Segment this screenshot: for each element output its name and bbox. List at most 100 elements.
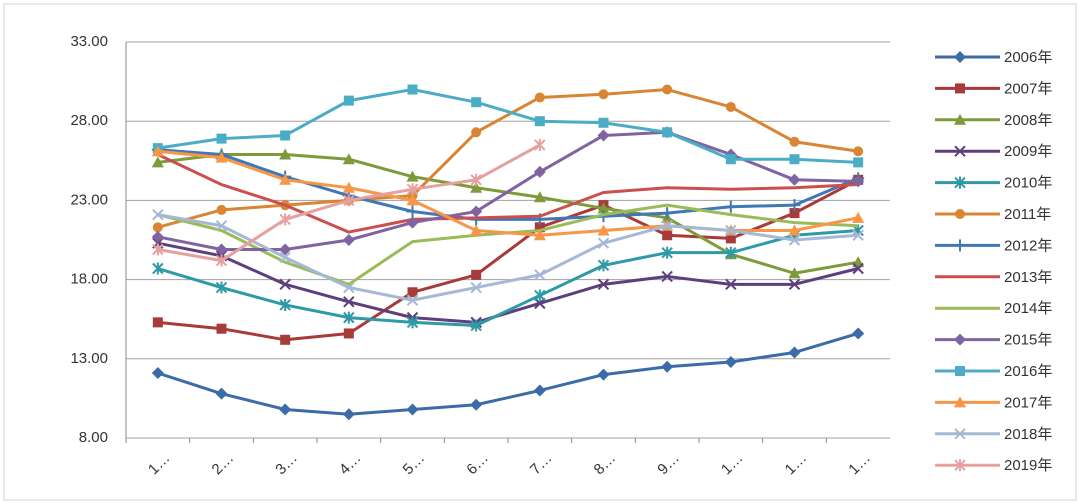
marker — [215, 151, 228, 163]
legend-label: 2010年 — [1004, 175, 1052, 192]
series-line — [157, 332, 859, 416]
marker — [342, 408, 355, 421]
marker — [470, 281, 482, 294]
marker — [954, 239, 966, 252]
marker — [788, 224, 801, 236]
legend-label: 2013年 — [1004, 269, 1052, 286]
y-tick-label: 8.00 — [79, 429, 108, 446]
marker — [279, 278, 291, 291]
marker — [279, 213, 291, 226]
marker — [534, 138, 546, 151]
legend-label: 2007年 — [1004, 80, 1052, 97]
marker — [597, 224, 610, 236]
marker — [954, 333, 966, 346]
marker — [471, 127, 482, 138]
legend-label: 2015年 — [1004, 332, 1052, 349]
marker — [279, 173, 292, 185]
y-tick-label: 13.00 — [70, 350, 108, 367]
marker — [954, 51, 966, 63]
marker — [955, 83, 965, 94]
marker — [789, 136, 800, 147]
series-line — [157, 88, 859, 229]
marker — [279, 403, 292, 416]
marker — [533, 165, 546, 178]
marker — [954, 459, 966, 472]
legend-label: 2017年 — [1004, 394, 1052, 411]
marker — [215, 281, 228, 294]
series-line — [157, 241, 859, 324]
marker — [343, 194, 355, 207]
marker — [725, 154, 736, 165]
marker — [533, 191, 546, 203]
marker — [534, 222, 545, 233]
marker — [152, 243, 164, 256]
marker — [597, 237, 610, 249]
legend-label: 2009年 — [1004, 143, 1052, 160]
marker — [216, 204, 227, 215]
series-line — [157, 178, 859, 342]
marker — [406, 205, 419, 218]
marker — [342, 234, 355, 246]
marker — [788, 346, 801, 359]
marker — [151, 367, 164, 380]
marker — [725, 246, 737, 259]
marker — [533, 229, 546, 241]
marker — [954, 428, 966, 440]
series-line — [157, 149, 859, 237]
marker — [216, 133, 227, 144]
marker — [406, 183, 419, 196]
marker — [852, 327, 865, 340]
legend-label: 2016年 — [1004, 363, 1052, 380]
marker — [470, 205, 483, 218]
marker — [597, 202, 610, 214]
marker — [789, 208, 800, 219]
series-line — [157, 213, 859, 302]
y-tick-label: 18.00 — [70, 271, 108, 288]
marker — [343, 311, 355, 324]
legend-label: 2012年 — [1004, 237, 1052, 254]
marker — [955, 209, 965, 219]
marker — [279, 251, 291, 264]
series-line — [157, 88, 859, 164]
marker — [954, 396, 966, 408]
marker — [280, 334, 291, 345]
marker — [407, 84, 418, 95]
marker — [954, 176, 966, 189]
marker — [343, 296, 355, 308]
marker — [661, 270, 673, 283]
marker — [471, 269, 482, 280]
marker — [151, 230, 164, 243]
legend-label: 2014年 — [1004, 300, 1052, 317]
marker — [151, 156, 164, 168]
marker — [343, 281, 355, 294]
marker — [342, 181, 355, 193]
marker — [470, 173, 482, 186]
marker — [852, 175, 865, 188]
marker — [852, 262, 864, 275]
marker — [661, 246, 673, 259]
marker — [216, 323, 227, 334]
marker — [725, 101, 736, 112]
marker — [215, 254, 228, 267]
marker — [955, 366, 965, 376]
y-tick-label: 23.00 — [70, 191, 108, 208]
series-line — [157, 153, 859, 234]
marker — [152, 222, 163, 233]
marker — [724, 355, 737, 368]
series-line — [157, 148, 859, 221]
legend-label: 2011年 — [1004, 206, 1051, 223]
marker — [343, 328, 354, 339]
marker — [852, 229, 864, 241]
marker — [597, 278, 610, 291]
marker — [598, 89, 609, 100]
marker — [533, 384, 546, 397]
y-tick-label: 33.00 — [70, 33, 108, 50]
marker — [662, 127, 673, 138]
marker — [788, 199, 801, 212]
legend-label: 2008年 — [1004, 112, 1052, 129]
marker — [343, 95, 354, 106]
marker — [215, 220, 228, 232]
marker — [852, 211, 865, 223]
marker — [279, 243, 292, 256]
marker — [853, 157, 864, 168]
